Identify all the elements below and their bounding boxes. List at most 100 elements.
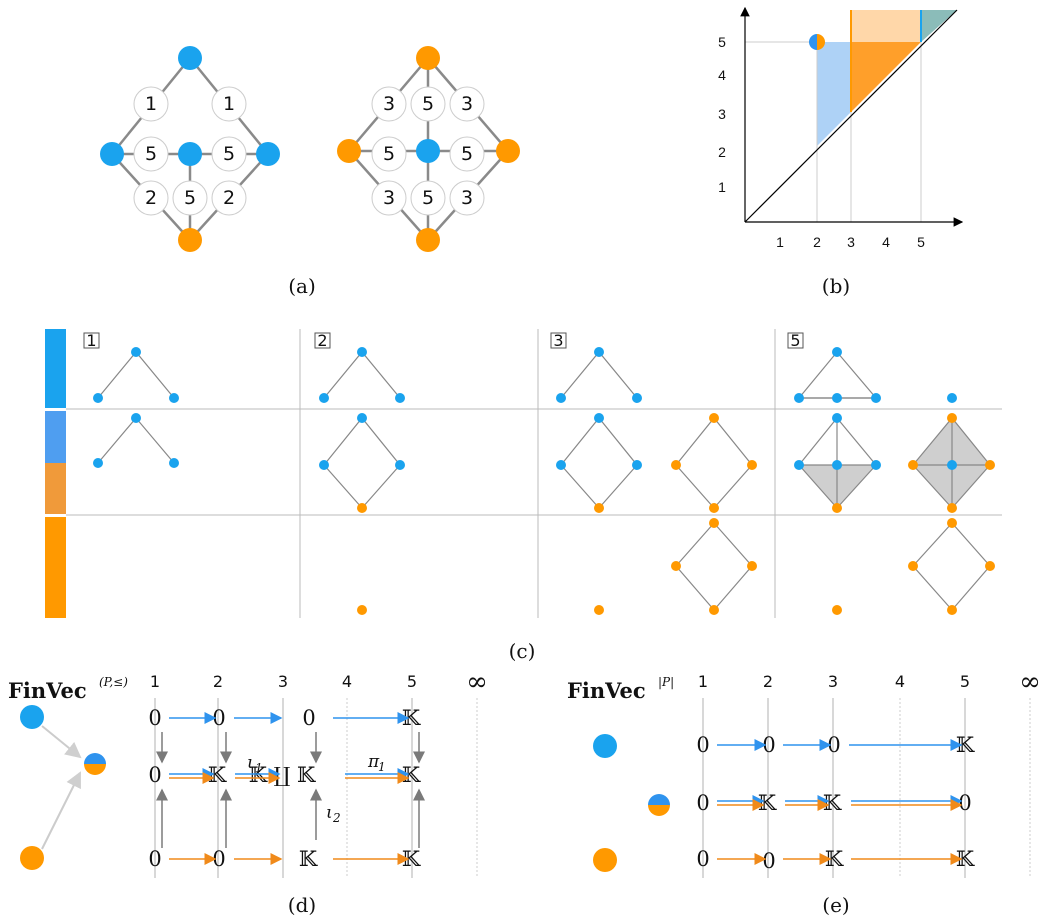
x-tick: 1 bbox=[776, 234, 784, 250]
column-header: 3 bbox=[553, 331, 563, 350]
label-node: 5 bbox=[223, 143, 235, 165]
label-node: 3 bbox=[461, 93, 473, 115]
label-node: 5 bbox=[383, 143, 395, 165]
column-header: 3 bbox=[828, 672, 838, 691]
vertex-blue bbox=[256, 142, 280, 166]
panel-a-left-labels: 1 1 5 5 5 2 2 bbox=[133, 86, 247, 216]
iota1-sub: 1 bbox=[255, 761, 263, 775]
finvec-superscript: (P,≤) bbox=[99, 675, 128, 689]
label-node: 1 bbox=[223, 93, 235, 115]
column-header: 5 bbox=[960, 672, 970, 691]
vertex-orange bbox=[416, 228, 440, 252]
label-node: 3 bbox=[383, 93, 395, 115]
y-tick: 5 bbox=[718, 34, 726, 50]
cell-e-r1c1: 0 bbox=[696, 733, 709, 757]
column-header: 2 bbox=[317, 331, 327, 350]
region-teal bbox=[921, 10, 957, 42]
label-node: 5 bbox=[145, 143, 157, 165]
column-header: 4 bbox=[895, 672, 905, 691]
caption-d: (d) bbox=[288, 893, 316, 917]
column-header: 5 bbox=[407, 672, 417, 691]
infinity-header: ∞ bbox=[1019, 667, 1041, 697]
caption-e: (e) bbox=[822, 893, 849, 917]
panel-e: FinVec |P| 1 2 3 4 5 ∞ 0 0 0 𝕂 0 𝕂 𝕂 0 bbox=[567, 667, 1041, 917]
vertex-blue bbox=[100, 142, 124, 166]
label-node: 3 bbox=[461, 187, 473, 209]
poset-mixed-top bbox=[84, 753, 106, 764]
caption-b: (b) bbox=[822, 274, 850, 298]
row-bar-blue bbox=[45, 329, 66, 408]
region-light-orange bbox=[829, 10, 921, 42]
poset-mixed-bottom bbox=[84, 764, 106, 775]
column-header: 1 bbox=[150, 672, 160, 691]
y-tick: 2 bbox=[718, 144, 726, 160]
column-header: 4 bbox=[342, 672, 352, 691]
poset-orange-node bbox=[593, 848, 617, 872]
poset-orange-node bbox=[20, 846, 44, 870]
cell-e-r3c2: 0 bbox=[762, 849, 775, 873]
pi1-label: π bbox=[367, 752, 380, 772]
poset-mixed-bottom bbox=[648, 805, 670, 816]
row-bar-mixed-bottom bbox=[45, 463, 66, 514]
cell-e-r2c5: 0 bbox=[958, 791, 971, 815]
vertex-orange bbox=[416, 46, 440, 70]
y-tick: 3 bbox=[718, 106, 726, 122]
finvec-title: FinVec bbox=[567, 678, 646, 703]
cell-e-r2c1: 0 bbox=[696, 791, 709, 815]
x-tick: 3 bbox=[847, 234, 855, 250]
vertex-blue bbox=[178, 142, 202, 166]
x-tick: 2 bbox=[813, 234, 821, 250]
panel-c: 1 2 3 5 bbox=[45, 329, 1002, 663]
panel-c-nodes bbox=[93, 347, 995, 615]
point-half-orange bbox=[817, 34, 825, 50]
panel-d: FinVec (P,≤) 1 2 3 4 5 ∞ 0 0 0 𝕂 0 𝕂 𝕂 bbox=[8, 667, 488, 917]
vertex-blue bbox=[416, 139, 440, 163]
column-header: 2 bbox=[213, 672, 223, 691]
label-node: 2 bbox=[145, 187, 157, 209]
y-tick: 4 bbox=[718, 67, 726, 83]
point-half-blue bbox=[809, 34, 817, 50]
cell-d-r1c4: 0 bbox=[302, 706, 315, 730]
finvec-superscript: |P| bbox=[658, 675, 674, 689]
poset-blue-node bbox=[20, 705, 44, 729]
cell-e-r2c3: 𝕂 bbox=[823, 791, 842, 815]
region-orange bbox=[851, 42, 921, 112]
column-header: 5 bbox=[790, 331, 800, 350]
label-node: 3 bbox=[383, 187, 395, 209]
cell-d-r3c1: 0 bbox=[148, 847, 161, 871]
region-light-blue bbox=[817, 42, 851, 146]
iota1-label: ι bbox=[247, 753, 254, 773]
panel-b: 1 2 3 4 5 1 2 3 4 5 (b) bbox=[718, 6, 964, 298]
pi1-sub: 1 bbox=[378, 760, 386, 774]
column-header: 2 bbox=[763, 672, 773, 691]
y-tick: 1 bbox=[718, 179, 726, 195]
caption-a: (a) bbox=[288, 274, 316, 298]
x-tick: 5 bbox=[917, 234, 925, 250]
poset-blue-node bbox=[593, 734, 617, 758]
iota2-label: ι bbox=[326, 803, 333, 823]
diagonal-line bbox=[744, 9, 958, 223]
cell-e-r3c1: 0 bbox=[696, 847, 709, 871]
vertex-orange bbox=[178, 228, 202, 252]
cell-d-r1c1: 0 bbox=[148, 706, 161, 730]
label-node: 5 bbox=[422, 187, 434, 209]
caption-c: (c) bbox=[509, 639, 536, 663]
vertex-orange bbox=[337, 139, 361, 163]
row-bar-orange bbox=[45, 517, 66, 618]
vertex-blue bbox=[178, 46, 202, 70]
label-node: 5 bbox=[461, 143, 473, 165]
column-header: 1 bbox=[698, 672, 708, 691]
row-bar-mixed-top bbox=[45, 411, 66, 463]
label-node: 1 bbox=[145, 93, 157, 115]
cell-d-r2c5: 𝕂 bbox=[402, 763, 421, 787]
cell-d-r2c1: 0 bbox=[148, 763, 161, 787]
cell-d-r3c4: 𝕂 bbox=[299, 847, 318, 871]
infinity-header: ∞ bbox=[466, 667, 488, 697]
panel-a: 1 1 5 5 5 2 2 3 bbox=[100, 46, 520, 298]
cell-e-r2c2: 𝕂 bbox=[758, 791, 777, 815]
vertex-orange bbox=[496, 139, 520, 163]
cell-d-r2c2: 𝕂 bbox=[208, 763, 227, 787]
column-header: 1 bbox=[86, 331, 96, 350]
